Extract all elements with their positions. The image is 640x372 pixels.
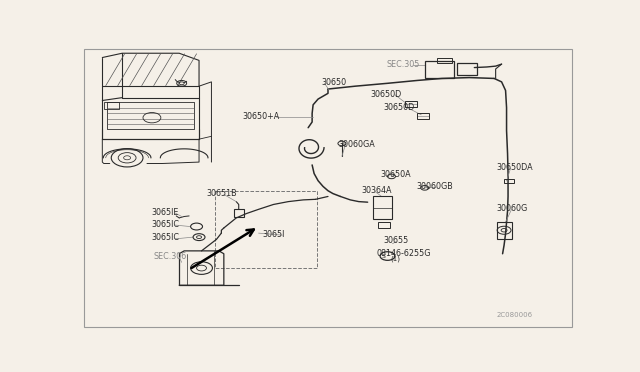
Text: 30364A: 30364A [362, 186, 392, 195]
Text: 3065l: 3065l [262, 230, 285, 239]
Text: 30650+A: 30650+A [243, 112, 280, 121]
Text: 3065lC: 3065lC [152, 220, 180, 229]
Bar [405, 101, 417, 107]
Text: 3065lC: 3065lC [152, 234, 180, 243]
Text: 2C080006: 2C080006 [497, 312, 532, 318]
Text: 30650D: 30650D [371, 90, 402, 99]
Bar [497, 222, 511, 239]
Text: 30650: 30650 [321, 78, 346, 87]
Text: 30650A: 30650A [380, 170, 411, 179]
Text: 30060G: 30060G [497, 204, 528, 213]
Bar [437, 58, 452, 63]
Text: 3065lE: 3065lE [152, 208, 179, 217]
Text: SEC.306: SEC.306 [154, 252, 187, 261]
Text: 30060GA: 30060GA [339, 140, 376, 150]
Text: 08146-6255G: 08146-6255G [376, 248, 431, 258]
Text: 30650D: 30650D [383, 103, 415, 112]
Text: 30060GB: 30060GB [416, 182, 453, 191]
Bar [417, 113, 429, 119]
Bar [372, 196, 392, 219]
Text: S: S [382, 254, 386, 259]
Bar [234, 209, 244, 217]
Text: 30651B: 30651B [207, 189, 237, 198]
Bar [378, 222, 390, 228]
Bar [425, 61, 454, 78]
Text: (1): (1) [390, 256, 400, 262]
Text: 30650DA: 30650DA [497, 163, 533, 172]
Text: 30655: 30655 [383, 236, 409, 246]
Bar [104, 102, 118, 109]
Bar [504, 179, 515, 183]
Bar [457, 63, 477, 75]
Text: SEC.305: SEC.305 [387, 60, 420, 68]
